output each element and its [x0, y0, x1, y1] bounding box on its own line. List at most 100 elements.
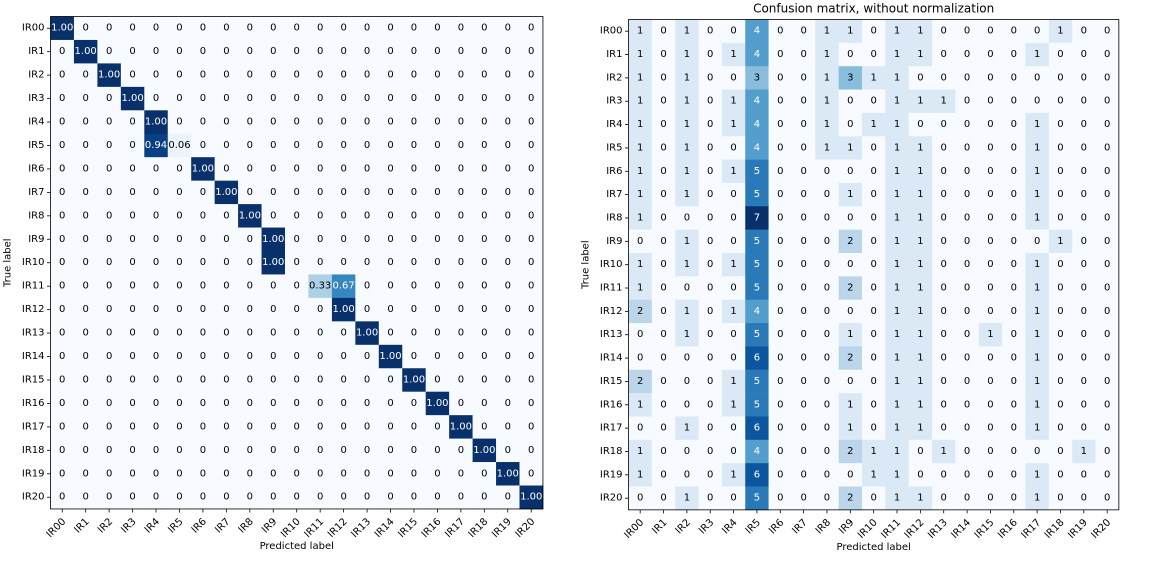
heatmap-cell — [50, 321, 75, 346]
cell-value-label: 0 — [730, 446, 736, 457]
cell-value-label: 0 — [434, 445, 440, 456]
heatmap-cell — [768, 19, 793, 44]
heatmap-cell — [1002, 439, 1026, 464]
heatmap-cell — [1072, 182, 1096, 207]
heatmap-cell — [791, 136, 816, 160]
cell-value-label: 0 — [340, 140, 346, 151]
cell-value-label: 0 — [964, 189, 970, 200]
cell-value-label: 0 — [387, 140, 393, 151]
heatmap-cell — [1048, 42, 1073, 67]
heatmap-cell — [908, 66, 933, 90]
heatmap-cell — [628, 89, 653, 114]
heatmap-cell — [745, 66, 769, 90]
cell-value-label: 0 — [317, 351, 323, 362]
y-tick-label: IR16 — [600, 399, 623, 410]
heatmap-cell — [378, 415, 403, 439]
cell-value-label: 0 — [294, 304, 300, 315]
cell-value-label: 0 — [800, 96, 806, 107]
heatmap-cell — [628, 159, 653, 184]
heatmap-cell — [378, 391, 403, 416]
cell-value-label: 0 — [824, 189, 830, 200]
cell-value-label: 0 — [200, 281, 206, 292]
cell-value-label: 0 — [505, 445, 511, 456]
cell-value-label: 0 — [941, 329, 947, 340]
heatmap-cell — [50, 274, 75, 299]
cell-value-label: 0 — [223, 421, 229, 432]
heatmap-cell — [838, 463, 863, 487]
heatmap-cell — [191, 344, 215, 369]
heatmap-cell — [908, 112, 933, 137]
heatmap-cell — [978, 486, 1003, 511]
cell-value-label: 0 — [660, 49, 666, 60]
cell-value-label: 0 — [294, 23, 300, 34]
heatmap-cell — [932, 463, 956, 487]
heatmap-cell — [1025, 299, 1050, 324]
heatmap-cell — [472, 16, 497, 41]
heatmap-cell — [238, 251, 262, 275]
x-tick-label: IR19 — [490, 516, 514, 540]
heatmap-cell — [768, 299, 793, 324]
cell-value-label: 1.00 — [497, 468, 519, 479]
heatmap-cell — [331, 321, 356, 346]
heatmap-cell — [378, 157, 403, 181]
cell-value-label: 0 — [176, 187, 182, 198]
cell-value-label: 0 — [317, 187, 323, 198]
cell-value-label: 0 — [106, 234, 112, 245]
heatmap-cell — [885, 66, 909, 90]
heatmap-cell — [355, 321, 380, 346]
heatmap-cell — [815, 159, 839, 184]
heatmap-cell — [1002, 416, 1026, 441]
heatmap-cell — [1048, 19, 1073, 44]
cell-value-label: 0 — [129, 374, 135, 385]
heatmap-cell — [73, 110, 98, 135]
cell-value-label: 0 — [411, 187, 417, 198]
heatmap-cell — [1002, 463, 1026, 487]
heatmap-cell — [815, 369, 839, 394]
heatmap-cell — [978, 393, 1003, 417]
cell-value-label: 0 — [847, 306, 853, 317]
cell-value-label: 0 — [411, 328, 417, 339]
cell-value-label: 0 — [223, 257, 229, 268]
heatmap-cell — [1025, 323, 1050, 347]
cell-value-label: 0 — [59, 163, 65, 174]
x-tick-label: IR11 — [879, 517, 903, 541]
heatmap-cell — [698, 136, 723, 160]
heatmap-cell — [908, 206, 933, 230]
heatmap-cell — [1048, 486, 1073, 511]
heatmap-cell — [698, 486, 723, 511]
heatmap-cell — [50, 251, 75, 275]
heatmap-cell — [932, 159, 956, 184]
cell-value-label: 0 — [270, 46, 276, 57]
heatmap-cell — [449, 180, 473, 205]
cell-value-label: 0 — [987, 493, 993, 504]
cell-value-label: 0 — [941, 306, 947, 317]
heatmap-cell — [97, 274, 122, 299]
cell-value-label: 0 — [59, 281, 65, 292]
heatmap-cell — [449, 251, 473, 275]
cell-value-label: 0 — [777, 96, 783, 107]
cell-value-label: 0 — [1081, 119, 1087, 130]
heatmap-cell — [285, 391, 309, 416]
heatmap-cell — [425, 321, 450, 346]
cell-value-label: 0 — [1081, 306, 1087, 317]
cell-value-label: 1 — [637, 49, 643, 60]
heatmap-cell — [838, 19, 863, 44]
heatmap-cell — [144, 133, 169, 158]
heatmap-cell — [1072, 276, 1096, 300]
cell-value-label: 0 — [660, 166, 666, 177]
cell-value-label: 0 — [176, 117, 182, 128]
heatmap-cell — [651, 206, 676, 230]
cell-value-label: 0 — [684, 283, 690, 294]
heatmap-cell — [285, 462, 309, 486]
cell-value-label: 0 — [387, 281, 393, 292]
heatmap-cell — [167, 438, 192, 463]
heatmap-cell — [285, 485, 309, 510]
y-tick-label: IR15 — [600, 376, 623, 387]
cell-values: 1 0 1 0 0 4 0 0 1 1 0 1 1 0 0 0 0 0 1 0 01 0 1 0 1 4 0 0 1 0 0 1 1 0 0 0 0 1 0… — [637, 26, 1110, 504]
heatmap-cell — [768, 136, 793, 160]
cell-value-label: 0 — [987, 166, 993, 177]
heatmap-cell — [378, 462, 403, 486]
cell-value-label: 1.00 — [262, 257, 284, 268]
cell-value-label: 0 — [777, 353, 783, 364]
cell-value-label: 1 — [1034, 49, 1040, 60]
